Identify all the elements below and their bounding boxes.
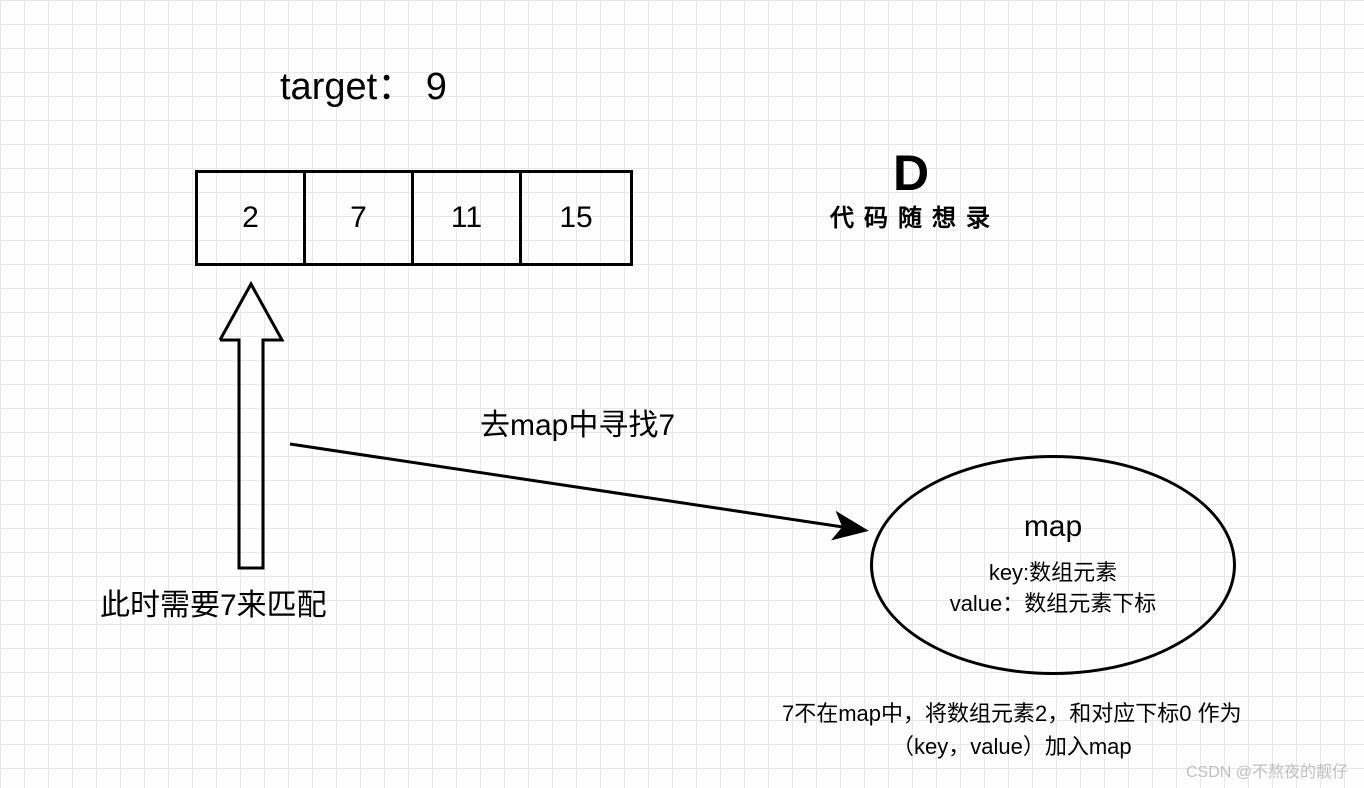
search-label: 去map中寻找7 — [480, 400, 675, 444]
caption-need-match: 此时需要7来匹配 — [100, 580, 327, 624]
ellipse-title: map — [1024, 510, 1082, 544]
logo-text: 代 码 随 想 录 — [830, 198, 992, 233]
array: 2 7 11 15 — [195, 170, 633, 266]
grid-background — [0, 0, 1364, 788]
bottom-note: 7不在map中，将数组元素2，和对应下标0 作为 （key，value）加入ma… — [782, 697, 1242, 763]
ellipse-key-line: key:数组元素 — [989, 558, 1117, 589]
logo: D 代 码 随 想 录 — [830, 148, 992, 233]
logo-mark: D — [893, 148, 929, 198]
map-ellipse: map key:数组元素 value：数组元素下标 — [870, 455, 1236, 675]
diagonal-arrow-icon — [288, 440, 888, 550]
array-cell: 15 — [522, 173, 630, 263]
array-cell: 11 — [414, 173, 522, 263]
watermark: CSDN @不熬夜的靓仔 — [1186, 758, 1348, 782]
ellipse-value-line: value：数组元素下标 — [950, 589, 1157, 620]
bottom-note-line2: （key，value）加入map — [892, 734, 1132, 759]
bottom-note-line1: 7不在map中，将数组元素2，和对应下标0 作为 — [782, 701, 1242, 726]
array-cell: 7 — [306, 173, 414, 263]
array-cell: 2 — [198, 173, 306, 263]
up-arrow-icon — [216, 280, 286, 572]
title: target： 9 — [280, 55, 447, 110]
